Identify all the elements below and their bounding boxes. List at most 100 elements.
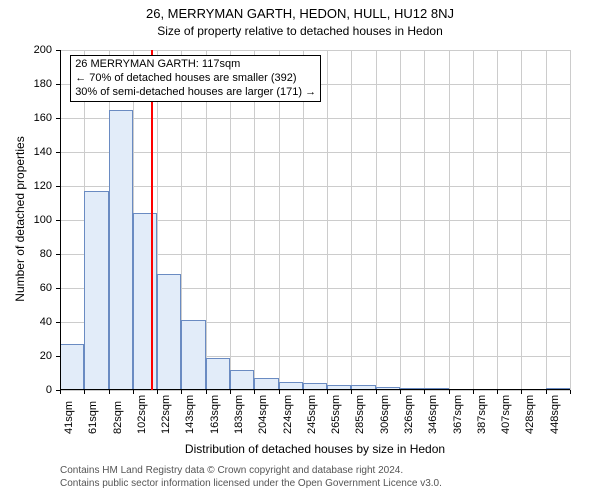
x-tick-label: 204sqm xyxy=(257,395,269,434)
histogram-bar xyxy=(206,358,230,390)
y-tick-label: 100 xyxy=(12,214,52,226)
grid-line xyxy=(60,152,570,153)
grid-line xyxy=(473,50,474,390)
y-tick-mark xyxy=(56,118,60,119)
x-tick-label: 448sqm xyxy=(549,395,561,434)
y-tick-mark xyxy=(56,152,60,153)
histogram-chart: 26, MERRYMAN GARTH, HEDON, HULL, HU12 8N… xyxy=(0,0,600,500)
x-tick-label: 183sqm xyxy=(233,395,245,434)
grid-line xyxy=(376,50,377,390)
x-tick-label: 387sqm xyxy=(476,395,488,434)
y-tick-mark xyxy=(56,186,60,187)
chart-title-sub: Size of property relative to detached ho… xyxy=(0,24,600,38)
x-tick-mark xyxy=(230,390,231,394)
x-tick-label: 224sqm xyxy=(282,395,294,434)
x-tick-label: 285sqm xyxy=(354,395,366,434)
x-tick-label: 163sqm xyxy=(209,395,221,434)
x-tick-mark xyxy=(254,390,255,394)
x-tick-label: 143sqm xyxy=(184,395,196,434)
grid-line xyxy=(351,50,352,390)
x-tick-mark xyxy=(546,390,547,394)
x-tick-mark xyxy=(181,390,182,394)
x-tick-mark xyxy=(60,390,61,394)
x-tick-label: 122sqm xyxy=(160,395,172,434)
x-tick-label: 41sqm xyxy=(63,401,75,434)
grid-line xyxy=(400,50,401,390)
x-tick-mark xyxy=(570,390,571,394)
plot-area: 26 MERRYMAN GARTH: 117sqm← 70% of detach… xyxy=(60,50,570,390)
grid-line xyxy=(570,50,571,390)
histogram-bar xyxy=(133,213,157,390)
x-tick-label: 346sqm xyxy=(427,395,439,434)
x-tick-mark xyxy=(449,390,450,394)
x-tick-mark xyxy=(473,390,474,394)
histogram-bar xyxy=(84,191,108,390)
x-tick-mark xyxy=(303,390,304,394)
y-tick-mark xyxy=(56,84,60,85)
left-axis-line xyxy=(60,50,61,390)
grid-line xyxy=(449,50,450,390)
x-tick-mark xyxy=(109,390,110,394)
grid-line xyxy=(60,390,570,391)
x-tick-mark xyxy=(351,390,352,394)
x-tick-mark xyxy=(376,390,377,394)
x-tick-label: 306sqm xyxy=(379,395,391,434)
y-tick-mark xyxy=(56,288,60,289)
x-tick-label: 367sqm xyxy=(452,395,464,434)
y-tick-label: 20 xyxy=(12,350,52,362)
y-tick-label: 140 xyxy=(12,146,52,158)
y-tick-mark xyxy=(56,356,60,357)
chart-title-main: 26, MERRYMAN GARTH, HEDON, HULL, HU12 8N… xyxy=(0,6,600,21)
footer-line-1: Contains HM Land Registry data © Crown c… xyxy=(60,465,442,478)
grid-line xyxy=(327,50,328,390)
x-tick-mark xyxy=(521,390,522,394)
footer-line-2: Contains public sector information licen… xyxy=(60,478,442,491)
histogram-bar xyxy=(157,274,181,390)
x-tick-label: 82sqm xyxy=(112,401,124,434)
grid-line xyxy=(546,50,547,390)
grid-line xyxy=(60,50,570,51)
grid-line xyxy=(424,50,425,390)
x-tick-label: 407sqm xyxy=(500,395,512,434)
annotation-box: 26 MERRYMAN GARTH: 117sqm← 70% of detach… xyxy=(70,55,321,102)
x-tick-label: 265sqm xyxy=(330,395,342,434)
y-tick-mark xyxy=(56,322,60,323)
annotation-line: ← 70% of detached houses are smaller (39… xyxy=(75,72,316,86)
y-tick-label: 160 xyxy=(12,112,52,124)
grid-line xyxy=(521,50,522,390)
y-tick-mark xyxy=(56,50,60,51)
x-tick-label: 428sqm xyxy=(524,395,536,434)
y-tick-label: 40 xyxy=(12,316,52,328)
x-tick-mark xyxy=(157,390,158,394)
histogram-bar xyxy=(230,370,254,390)
y-tick-label: 180 xyxy=(12,78,52,90)
x-tick-mark xyxy=(424,390,425,394)
grid-line xyxy=(60,118,570,119)
y-tick-mark xyxy=(56,254,60,255)
grid-line xyxy=(497,50,498,390)
y-tick-mark xyxy=(56,220,60,221)
y-tick-label: 200 xyxy=(12,44,52,56)
annotation-line: 30% of semi-detached houses are larger (… xyxy=(75,86,316,100)
x-tick-label: 245sqm xyxy=(306,395,318,434)
annotation-line: 26 MERRYMAN GARTH: 117sqm xyxy=(75,58,316,72)
x-tick-mark xyxy=(279,390,280,394)
x-tick-mark xyxy=(400,390,401,394)
x-tick-label: 326sqm xyxy=(403,395,415,434)
y-tick-label: 0 xyxy=(12,384,52,396)
x-tick-mark xyxy=(497,390,498,394)
x-tick-mark xyxy=(327,390,328,394)
x-tick-label: 61sqm xyxy=(87,401,99,434)
chart-footer: Contains HM Land Registry data © Crown c… xyxy=(60,465,442,490)
y-tick-label: 80 xyxy=(12,248,52,260)
histogram-bar xyxy=(60,344,84,390)
baseline xyxy=(60,389,570,390)
y-tick-label: 60 xyxy=(12,282,52,294)
x-axis-label: Distribution of detached houses by size … xyxy=(60,442,570,456)
grid-line xyxy=(60,186,570,187)
x-tick-mark xyxy=(133,390,134,394)
histogram-bar xyxy=(109,110,133,391)
histogram-bar xyxy=(181,320,205,390)
x-tick-mark xyxy=(206,390,207,394)
x-tick-label: 102sqm xyxy=(136,395,148,434)
